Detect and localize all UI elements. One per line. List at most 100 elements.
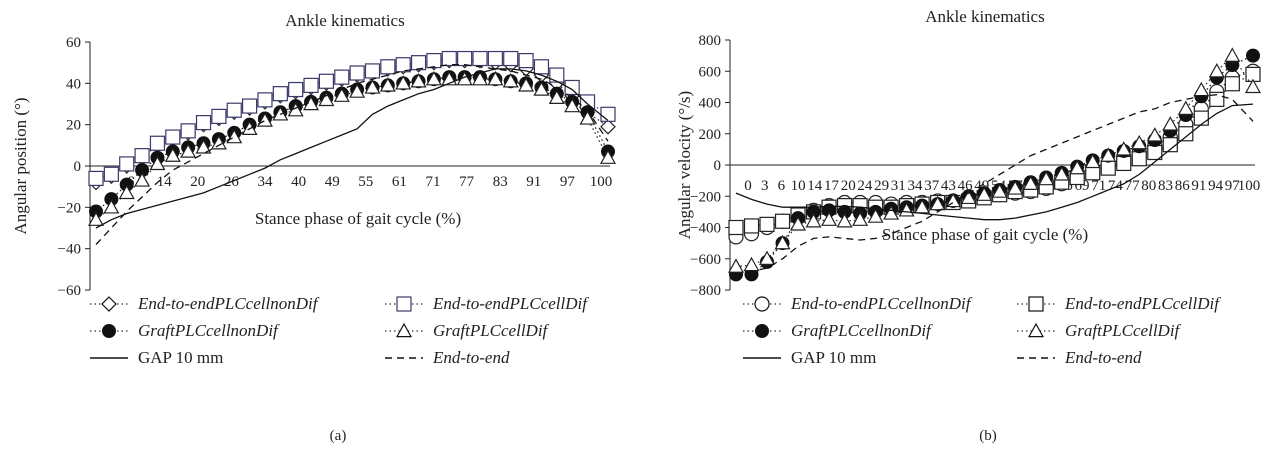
data-point — [867, 208, 884, 223]
series-gap-10-mm — [735, 103, 1254, 221]
series-line — [95, 68, 609, 229]
data-point — [272, 86, 288, 102]
data-point — [821, 211, 838, 226]
legend-entry: GraftPLCcellnonDif — [90, 321, 280, 340]
data-point — [503, 50, 519, 67]
data-point — [579, 110, 596, 125]
x-axis-label: Stance phase of gait cycle (%) — [255, 209, 461, 228]
data-point — [410, 55, 427, 71]
data-point — [790, 216, 807, 231]
data-point — [380, 59, 396, 75]
data-point — [743, 256, 760, 272]
data-point — [599, 149, 617, 164]
legend-entry: End-to-end — [1017, 348, 1142, 367]
data-point — [118, 184, 135, 200]
x-tick-label: 34 — [908, 178, 924, 194]
data-point — [395, 75, 412, 90]
legend-marker — [755, 324, 769, 338]
data-point — [1069, 159, 1086, 175]
x-tick-label: 86 — [1175, 178, 1191, 194]
legend-label: End-to-endPLCcellnonDif — [137, 294, 320, 313]
x-tick-label: 43 — [941, 178, 956, 194]
data-point — [103, 199, 120, 214]
data-point — [1178, 126, 1194, 142]
x-tick-label: 24 — [857, 178, 873, 194]
series-line — [735, 94, 1254, 276]
data-point — [1022, 175, 1039, 190]
data-point — [395, 57, 411, 73]
series-graftplccelldif — [87, 70, 617, 226]
legend-entry: GraftPLCcellDif — [385, 321, 550, 340]
data-point — [759, 216, 775, 232]
panel-label: (a) — [330, 428, 347, 444]
series-graftplccelldif — [727, 47, 1262, 273]
legend-label: GAP 10 mm — [138, 348, 223, 367]
y-tick-label: 200 — [699, 127, 722, 143]
legend-marker — [395, 322, 413, 338]
chart-panel-a: Ankle kinematics6040200−20−40−6006142026… — [11, 11, 617, 444]
x-tick-label: 97 — [560, 174, 576, 190]
x-tick-label: 74 — [1108, 178, 1124, 194]
data-point — [549, 67, 565, 83]
x-tick-label: 77 — [1125, 178, 1141, 194]
data-point — [1224, 47, 1241, 62]
series-line — [735, 70, 1254, 238]
data-point — [805, 213, 822, 228]
legend-entry: End-to-endPLCcellDif — [1017, 294, 1221, 313]
x-tick-label: 83 — [1158, 178, 1173, 194]
data-point — [600, 118, 616, 135]
x-tick-label: 71 — [426, 174, 441, 190]
data-point — [1162, 137, 1178, 153]
series-line — [735, 103, 1254, 221]
legend-marker — [1027, 322, 1045, 338]
data-point — [149, 155, 166, 171]
x-tick-label: 97 — [1225, 178, 1241, 194]
y-tick-label: −600 — [690, 252, 721, 268]
series-line — [735, 54, 1254, 268]
series-end-to-end — [95, 64, 609, 245]
x-tick-label: 83 — [493, 174, 508, 190]
y-axis-label: Angular velocity (°/s) — [675, 91, 694, 239]
x-tick-label: 100 — [1238, 178, 1261, 194]
data-point — [533, 81, 550, 96]
series-line — [95, 57, 609, 179]
x-tick-label: 0 — [744, 178, 752, 194]
legend-label: GraftPLCcellnonDif — [791, 321, 933, 340]
legend-marker — [1028, 296, 1044, 312]
y-tick-label: 400 — [699, 96, 722, 112]
data-point — [333, 87, 350, 102]
x-tick-label: 94 — [1208, 178, 1224, 194]
x-tick-label: 14 — [807, 178, 823, 194]
data-point — [991, 183, 1008, 198]
chart-title: Ankle kinematics — [925, 7, 1044, 26]
legend-entry: GAP 10 mm — [743, 348, 876, 367]
legend-label: End-to-end — [432, 348, 510, 367]
data-point — [945, 192, 962, 208]
data-point — [743, 218, 760, 234]
legend-entry: End-to-end — [385, 348, 510, 367]
data-point — [242, 98, 258, 114]
x-tick-label: 100 — [590, 174, 613, 190]
data-point — [533, 59, 550, 75]
x-tick-label: 29 — [874, 178, 889, 194]
data-point — [1208, 63, 1225, 78]
y-tick-label: 800 — [699, 33, 722, 49]
legend: End-to-endPLCcellnonDif End-to-endPLCcell… — [90, 294, 589, 367]
data-point — [210, 135, 227, 150]
data-point — [134, 148, 150, 164]
series-line — [736, 55, 1254, 275]
data-point — [364, 63, 381, 79]
legend-entry: End-to-endPLCcellDif — [385, 294, 589, 313]
legend-entry: End-to-endPLCcellnonDif — [90, 294, 320, 313]
legend-entry: GraftPLCcellDif — [1017, 321, 1182, 340]
data-point — [518, 77, 535, 92]
data-point — [852, 211, 869, 226]
data-point — [195, 114, 212, 131]
data-point — [1244, 78, 1262, 94]
x-tick-label: 6 — [778, 178, 786, 194]
data-point — [929, 195, 946, 211]
data-point — [759, 250, 776, 265]
x-tick-label: 80 — [1141, 178, 1156, 194]
x-tick-label: 91 — [1191, 178, 1206, 194]
